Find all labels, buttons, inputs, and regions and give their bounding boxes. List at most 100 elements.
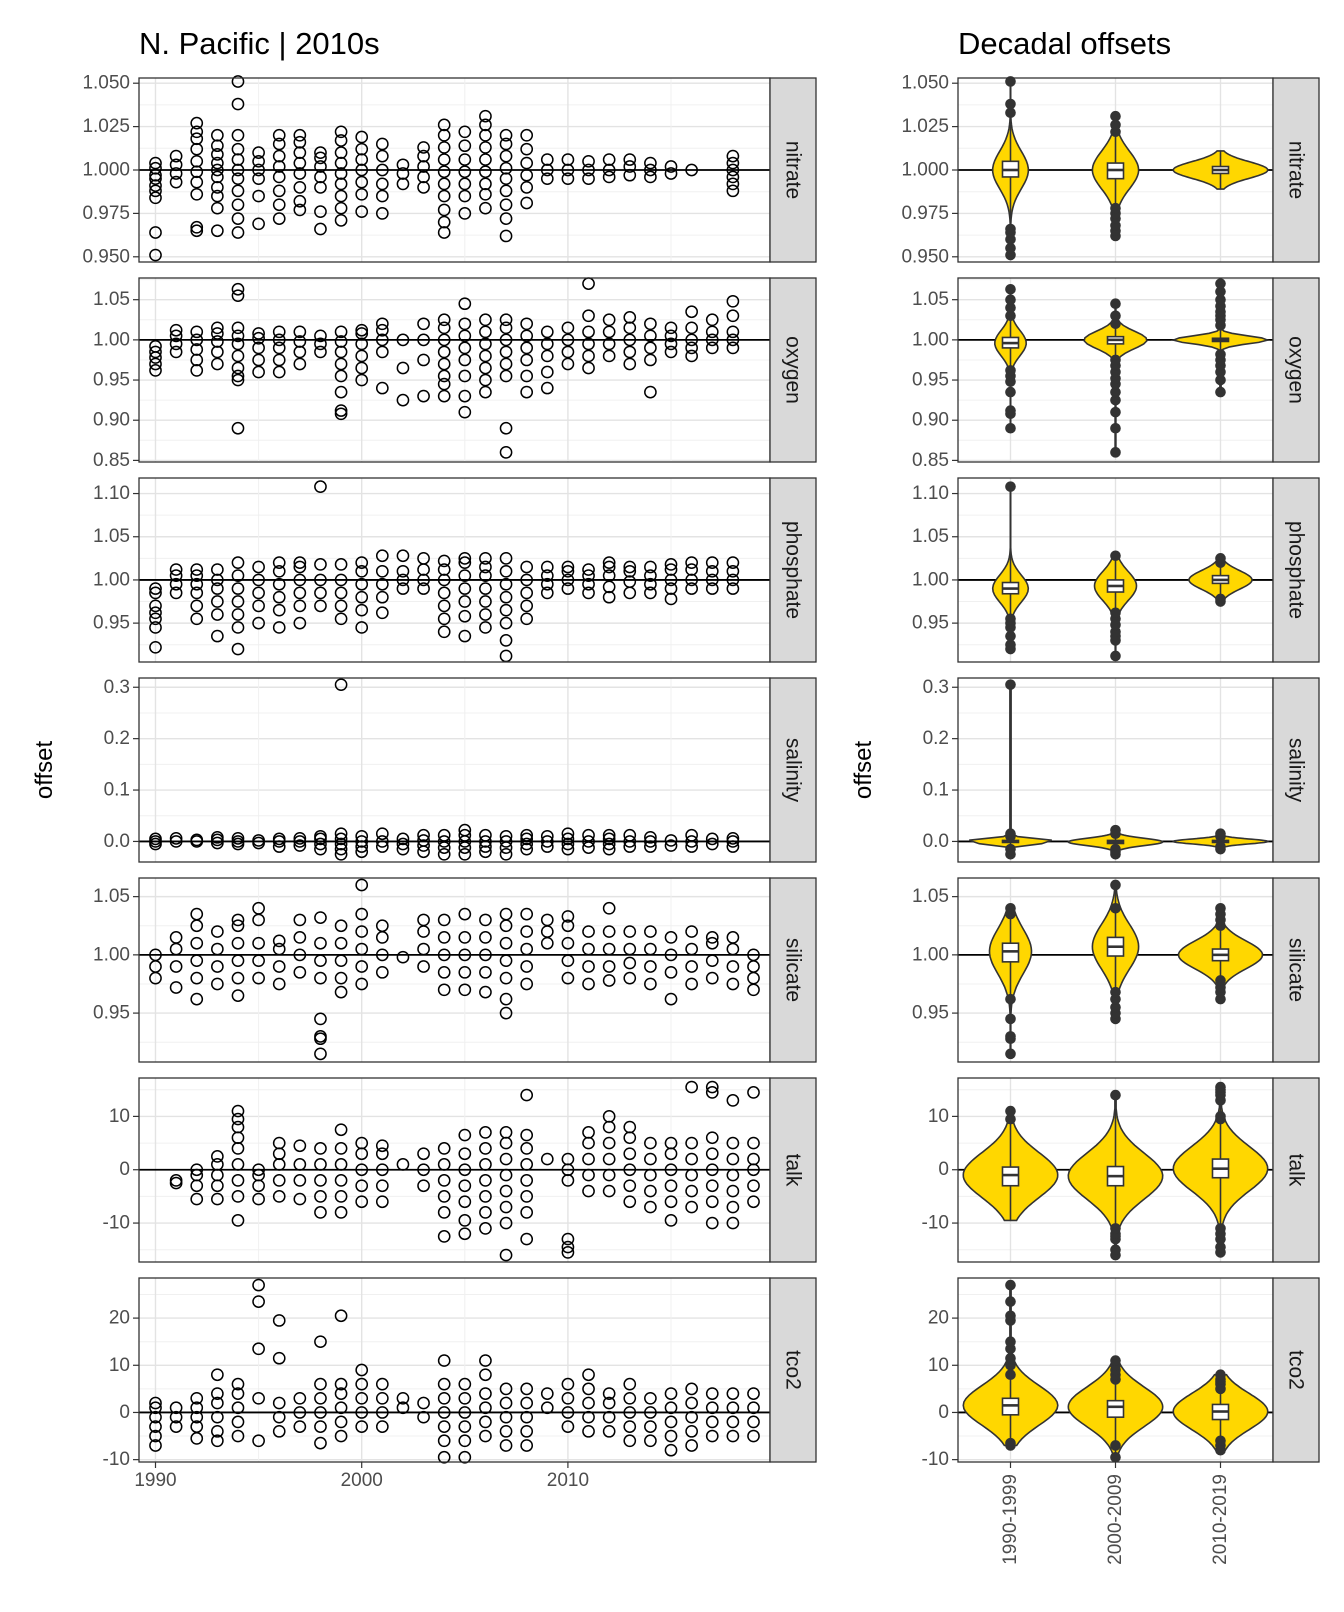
scatter-point (644, 835, 657, 848)
scatter-point (149, 172, 162, 186)
scatter-point (561, 936, 575, 950)
scatter-point (685, 977, 698, 991)
scatter-point (726, 573, 740, 587)
box-outlier (1110, 447, 1121, 458)
scatter-point (314, 337, 327, 351)
scatter-point (582, 1126, 595, 1139)
scatter-point (211, 925, 224, 938)
scatter-point (169, 586, 183, 600)
scatter-point (334, 407, 348, 421)
scatter-point (705, 1401, 719, 1415)
scatter-point (582, 361, 595, 375)
scatter-point (540, 153, 554, 166)
box-outlier (1215, 386, 1226, 398)
left-talk-y-tick-label: -10 (103, 1213, 130, 1234)
scatter-point (375, 1179, 389, 1193)
scatter-point (437, 1406, 451, 1419)
right-salinity-facet-strip (1272, 677, 1320, 863)
scatter-point (417, 1179, 430, 1193)
scatter-point (458, 1227, 472, 1241)
scatter-point (582, 563, 595, 576)
scatter-point (499, 1248, 513, 1262)
scatter-point (355, 1363, 369, 1377)
scatter-point (252, 936, 265, 950)
scatter-point (705, 556, 719, 570)
scatter-point (582, 1152, 595, 1166)
scatter-point (623, 311, 637, 324)
scatter-point (169, 345, 183, 359)
scatter-point (293, 1139, 307, 1153)
scatter-point (520, 828, 534, 842)
scatter-point (272, 353, 286, 367)
scatter-point (623, 575, 637, 589)
scatter-point (375, 323, 389, 337)
scatter-point (252, 616, 265, 630)
scatter-point (293, 616, 307, 630)
scatter-point (458, 595, 472, 608)
scatter-point (355, 590, 369, 604)
scatter-point (479, 1206, 492, 1219)
scatter-point (396, 573, 410, 587)
scatter-point (293, 135, 307, 149)
scatter-point (520, 1088, 534, 1102)
scatter-point (437, 1420, 451, 1433)
scatter-point (458, 1195, 472, 1209)
scatter-point (149, 1401, 162, 1415)
box-outlier (1215, 902, 1226, 914)
scatter-point (602, 842, 616, 856)
scatter-point (664, 1136, 678, 1150)
scatter-point (293, 573, 307, 587)
box-outlier (1215, 294, 1226, 305)
scatter-point (540, 913, 554, 927)
right-talk-facet-strip (1272, 1077, 1320, 1263)
scatter-point (540, 829, 554, 843)
scatter-point (169, 1420, 183, 1433)
scatter-point (479, 385, 492, 399)
scatter-point (314, 837, 327, 851)
scatter-point (272, 942, 286, 956)
scatter-point (417, 160, 430, 173)
scatter-point (479, 1415, 492, 1429)
box-outlier (1005, 1048, 1016, 1060)
scatter-point (252, 971, 265, 985)
scatter-point (252, 1192, 265, 1206)
scatter-point (355, 977, 369, 991)
left-salinity-y-tick-label: 0.0 (104, 831, 130, 852)
scatter-point (334, 1401, 348, 1415)
scatter-point (293, 556, 307, 570)
scatter-point (211, 1410, 224, 1424)
scatter-point (685, 925, 698, 938)
scatter-point (375, 1406, 389, 1419)
right-x-tick-label: 2000-2009 (1105, 1474, 1126, 1565)
scatter-point (623, 1391, 637, 1405)
scatter-point (355, 163, 369, 177)
scatter-point (169, 323, 183, 337)
scatter-point (644, 341, 657, 355)
scatter-point (644, 385, 657, 399)
scatter-point (190, 154, 204, 168)
scatter-point (582, 1424, 595, 1438)
scatter-point (211, 189, 224, 203)
scatter-point (479, 361, 492, 375)
left-nitrate-y-tick-label: 1.025 (82, 116, 130, 137)
scatter-point (644, 1136, 657, 1150)
left-tco2-facet-label: tco2 (782, 1350, 805, 1390)
right-nitrate-y-tick-label: 1.050 (901, 73, 949, 94)
box-outlier (1005, 98, 1016, 110)
scatter-point (685, 582, 698, 595)
scatter-point (355, 960, 369, 973)
scatter-point (644, 1420, 657, 1433)
right-silicate-facet-label: silicate (1285, 938, 1308, 1002)
scatter-point (540, 1387, 554, 1400)
scatter-point (334, 325, 348, 339)
scatter-point (602, 1396, 616, 1410)
scatter-point (561, 1152, 575, 1166)
box-outlier (1005, 630, 1016, 642)
scatter-point (293, 586, 307, 600)
scatter-point (334, 1190, 348, 1203)
box-outlier (1005, 902, 1016, 914)
scatter-point (252, 901, 265, 915)
scatter-point (190, 586, 204, 600)
scatter-point (458, 153, 472, 166)
scatter-point (231, 1158, 245, 1171)
